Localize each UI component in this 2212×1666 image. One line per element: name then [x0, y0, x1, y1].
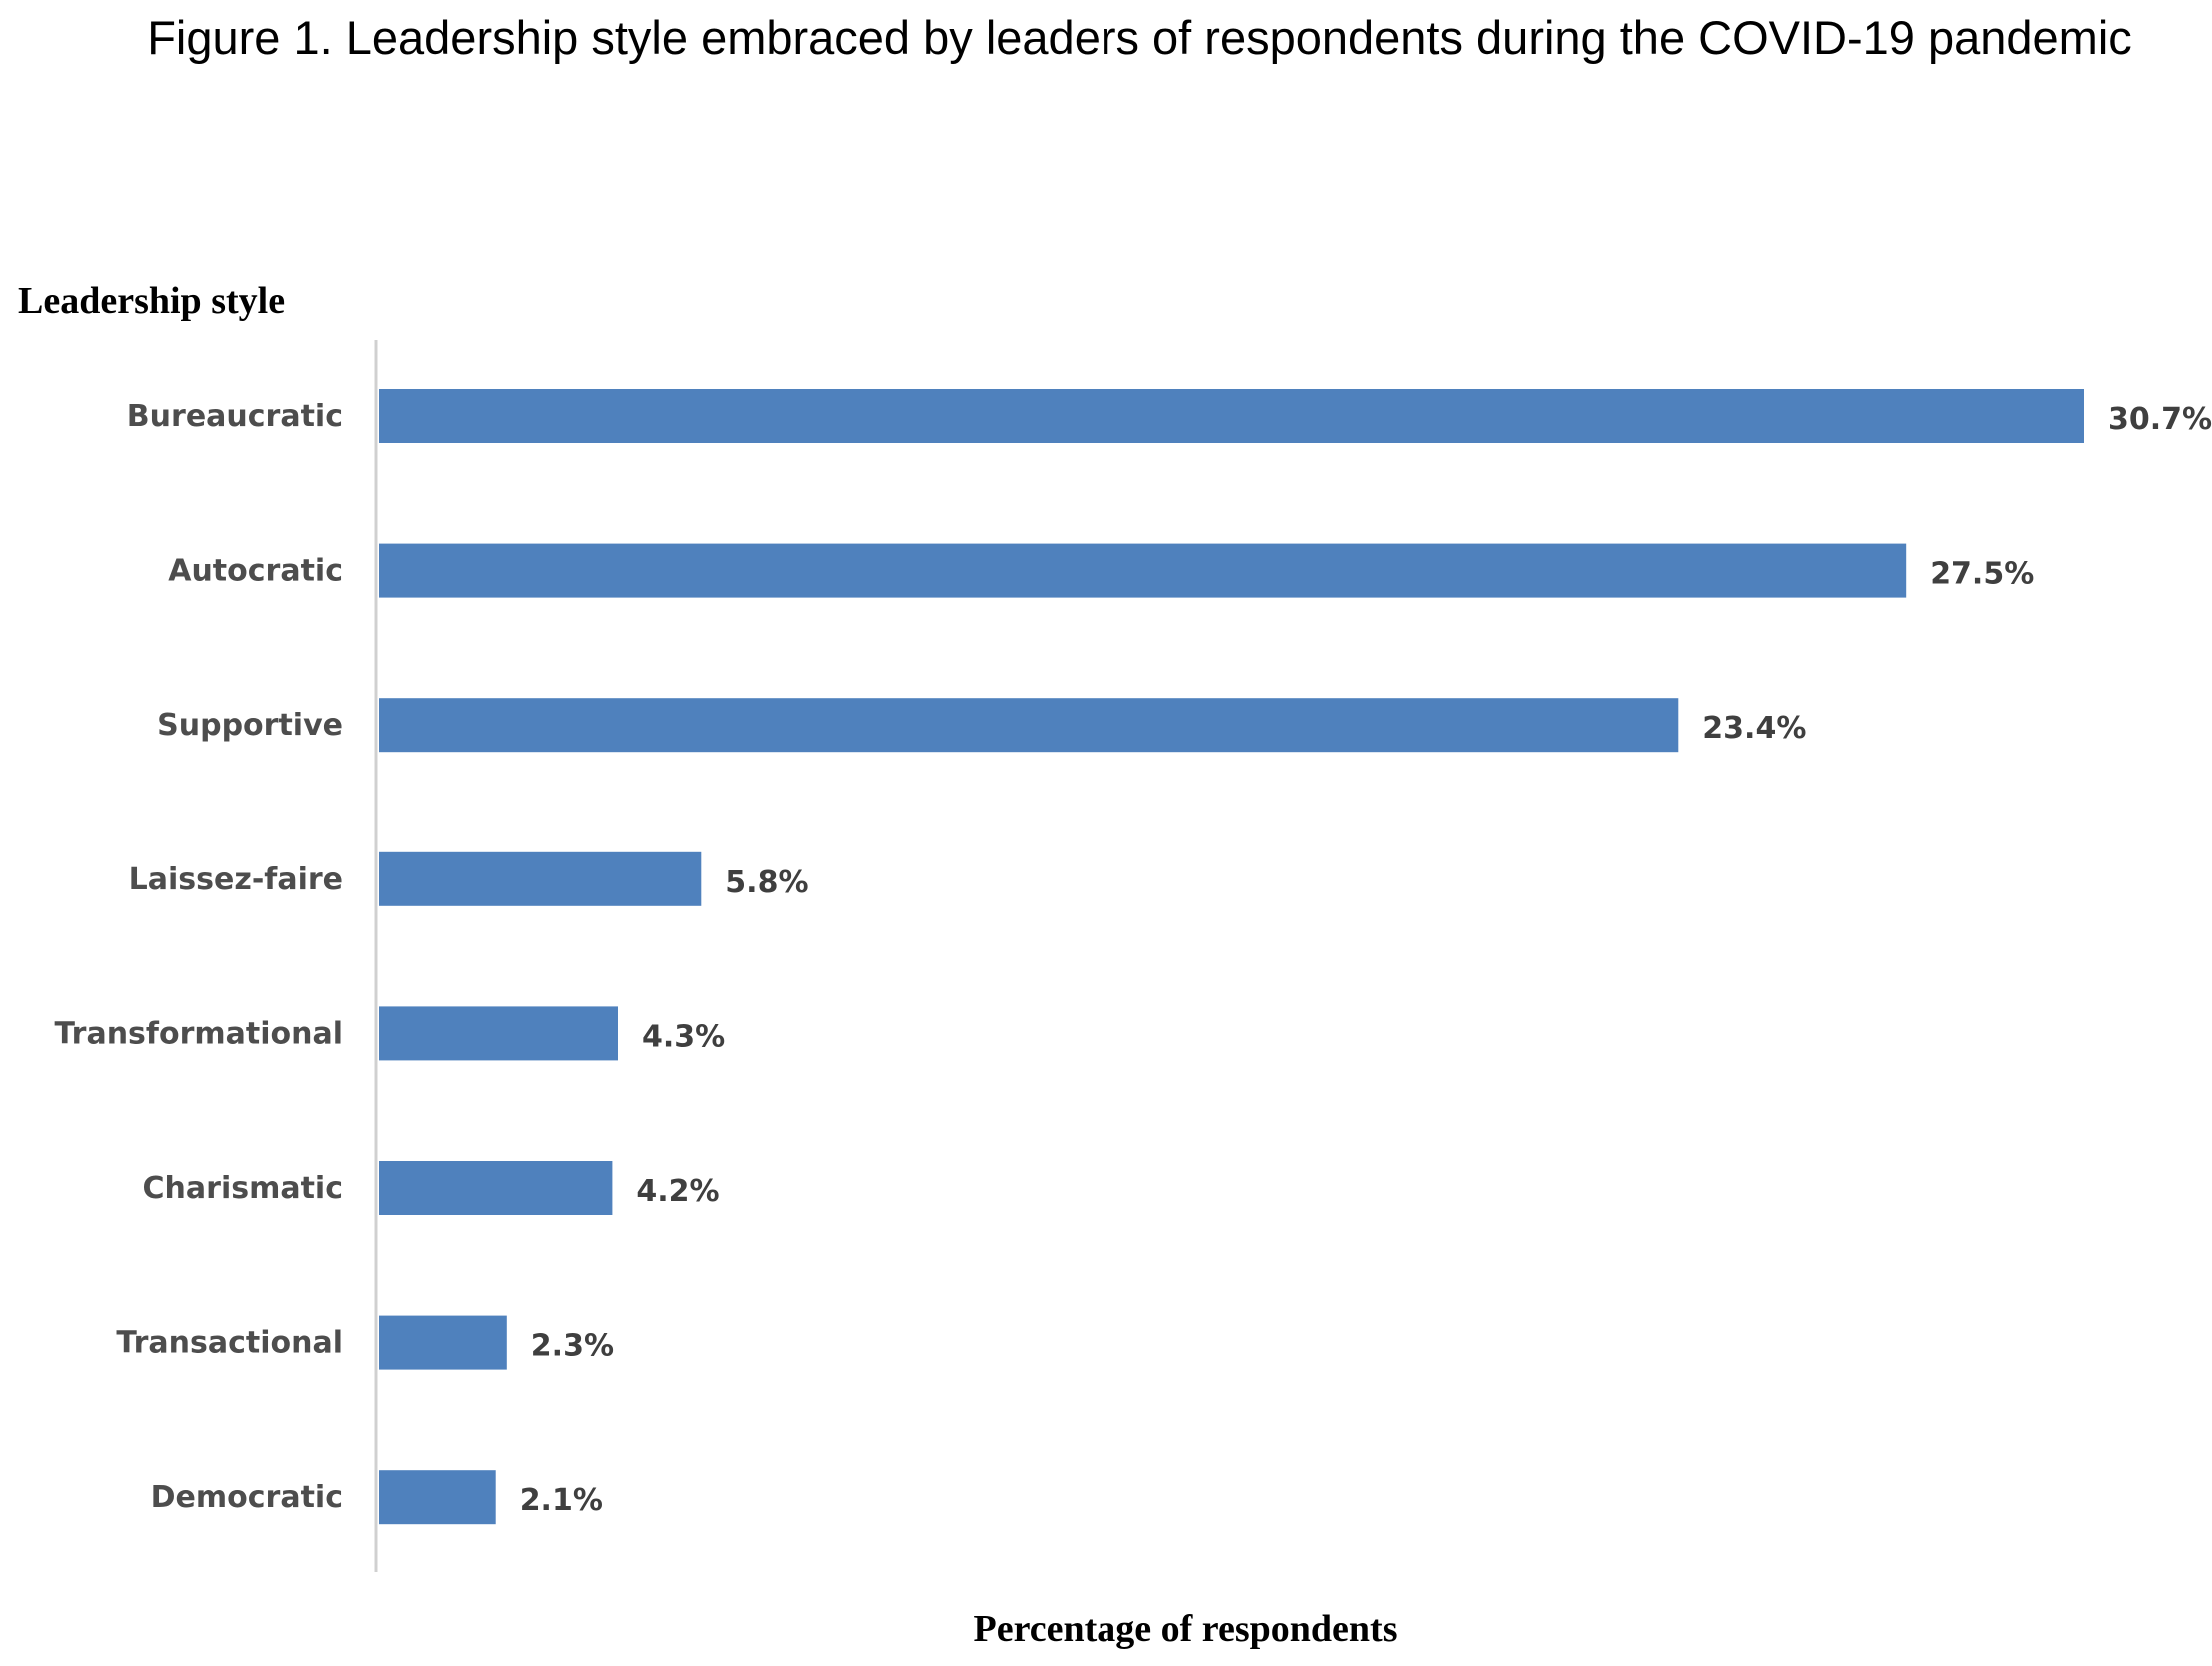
bar-laissez-faire — [379, 851, 702, 906]
bar-transactional — [379, 1315, 507, 1370]
bar-bureaucratic — [379, 389, 2084, 443]
category-label: Supportive — [157, 708, 343, 743]
category-label: Laissez-faire — [129, 862, 343, 897]
bar-supportive — [379, 698, 1679, 753]
category-label: Transactional — [116, 1326, 343, 1361]
value-label: 2.1% — [520, 1483, 603, 1518]
value-label: 27.5% — [1930, 557, 2034, 592]
bar-charismatic — [379, 1161, 613, 1215]
bar-democratic — [379, 1470, 496, 1525]
x-axis-title: Percentage of respondents — [974, 1608, 1398, 1650]
value-label: 4.3% — [642, 1019, 725, 1054]
category-label: Charismatic — [143, 1171, 343, 1206]
value-label: 4.2% — [636, 1174, 719, 1209]
bars-layer: Bureaucratic 30.7% Autocratic 27.5% Supporti… — [54, 389, 2212, 1525]
category-label: Transformational — [54, 1016, 343, 1051]
chart-title: Figure 1. Leadership style embraced by l… — [147, 11, 2132, 64]
value-label: 23.4% — [1702, 711, 1806, 746]
category-label: Autocratic — [168, 554, 343, 589]
value-label: 2.3% — [531, 1329, 614, 1364]
value-label: 30.7% — [2108, 402, 2212, 437]
y-axis-title: Leadership style — [18, 280, 285, 322]
category-label: Democratic — [151, 1480, 343, 1515]
value-label: 5.8% — [725, 865, 808, 900]
category-label: Bureaucratic — [127, 399, 343, 434]
bar-autocratic — [379, 543, 1907, 598]
bar-transformational — [379, 1006, 618, 1061]
